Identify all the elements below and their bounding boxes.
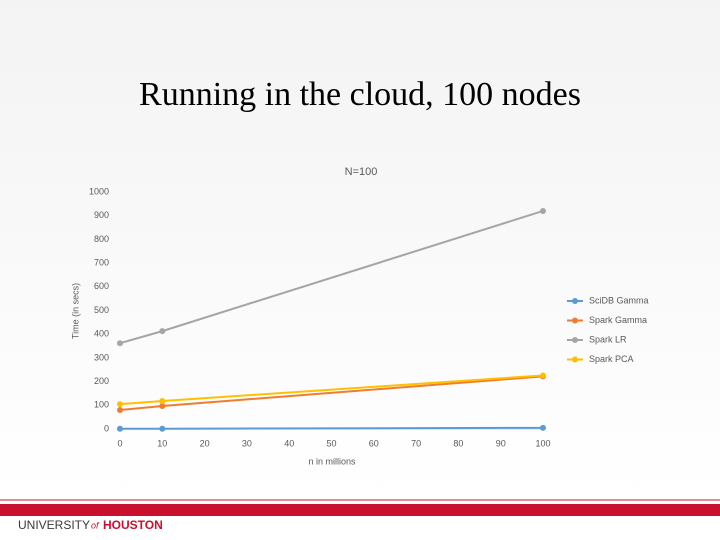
background [0,0,720,500]
plot: 0 100 200 300 400 500 600 700 800 900 1000 0 10 20 30 4… [89,186,649,448]
y-tick-label: 800 [94,234,109,244]
y-tick-label: 600 [94,281,109,291]
chart-title: N=100 [345,166,378,178]
x-axis-label: n in millions [308,456,356,466]
legend-marker [572,356,578,363]
y-tick-label: 100 [94,400,109,410]
x-tick-label: 100 [535,438,550,448]
x-tick-label: 10 [157,438,167,448]
legend-label: Spark LR [589,334,627,344]
y-tick-label: 500 [94,305,109,315]
slide-title: Running in the cloud, 100 nodes [139,76,581,113]
data-point [117,401,123,408]
y-tick-label: 400 [94,329,109,339]
data-point [117,340,123,347]
legend-marker [572,317,578,324]
y-tick-label: 700 [94,257,109,267]
x-tick-label: 80 [453,438,463,448]
y-axis-label: Time (in secs) [70,283,80,339]
y-tick-label: 300 [94,352,109,362]
data-point [159,328,166,335]
logo-university: UNIVERSITY [18,518,90,532]
legend-marker [572,298,578,304]
legend-label: SciDB Gamma [589,295,649,305]
data-point [159,398,166,405]
y-tick-label: 200 [94,376,109,386]
data-point [540,424,546,431]
logo-of: of [91,520,100,530]
footer-band [0,504,720,516]
y-tick-label: 900 [94,210,109,220]
logo-houston: HOUSTON [103,518,163,532]
data-point [117,407,123,414]
x-tick-label: 0 [117,438,122,448]
legend-marker [572,337,578,343]
data-point [540,372,546,379]
data-point [159,425,166,432]
data-point [540,207,546,214]
x-tick-label: 20 [200,438,210,448]
x-tick-label: 60 [369,438,379,448]
y-tick-label: 0 [104,423,109,433]
x-tick-label: 70 [411,438,421,448]
legend-label: Spark Gamma [589,315,647,325]
y-tick-label: 1000 [89,186,109,196]
legend-label: Spark PCA [589,354,634,364]
x-tick-label: 90 [496,438,506,448]
x-tick-label: 30 [242,438,252,448]
data-point [159,403,166,410]
series-line [120,426,544,430]
x-tick-label: 40 [284,438,294,448]
data-point [117,425,123,432]
x-tick-label: 50 [326,438,336,448]
